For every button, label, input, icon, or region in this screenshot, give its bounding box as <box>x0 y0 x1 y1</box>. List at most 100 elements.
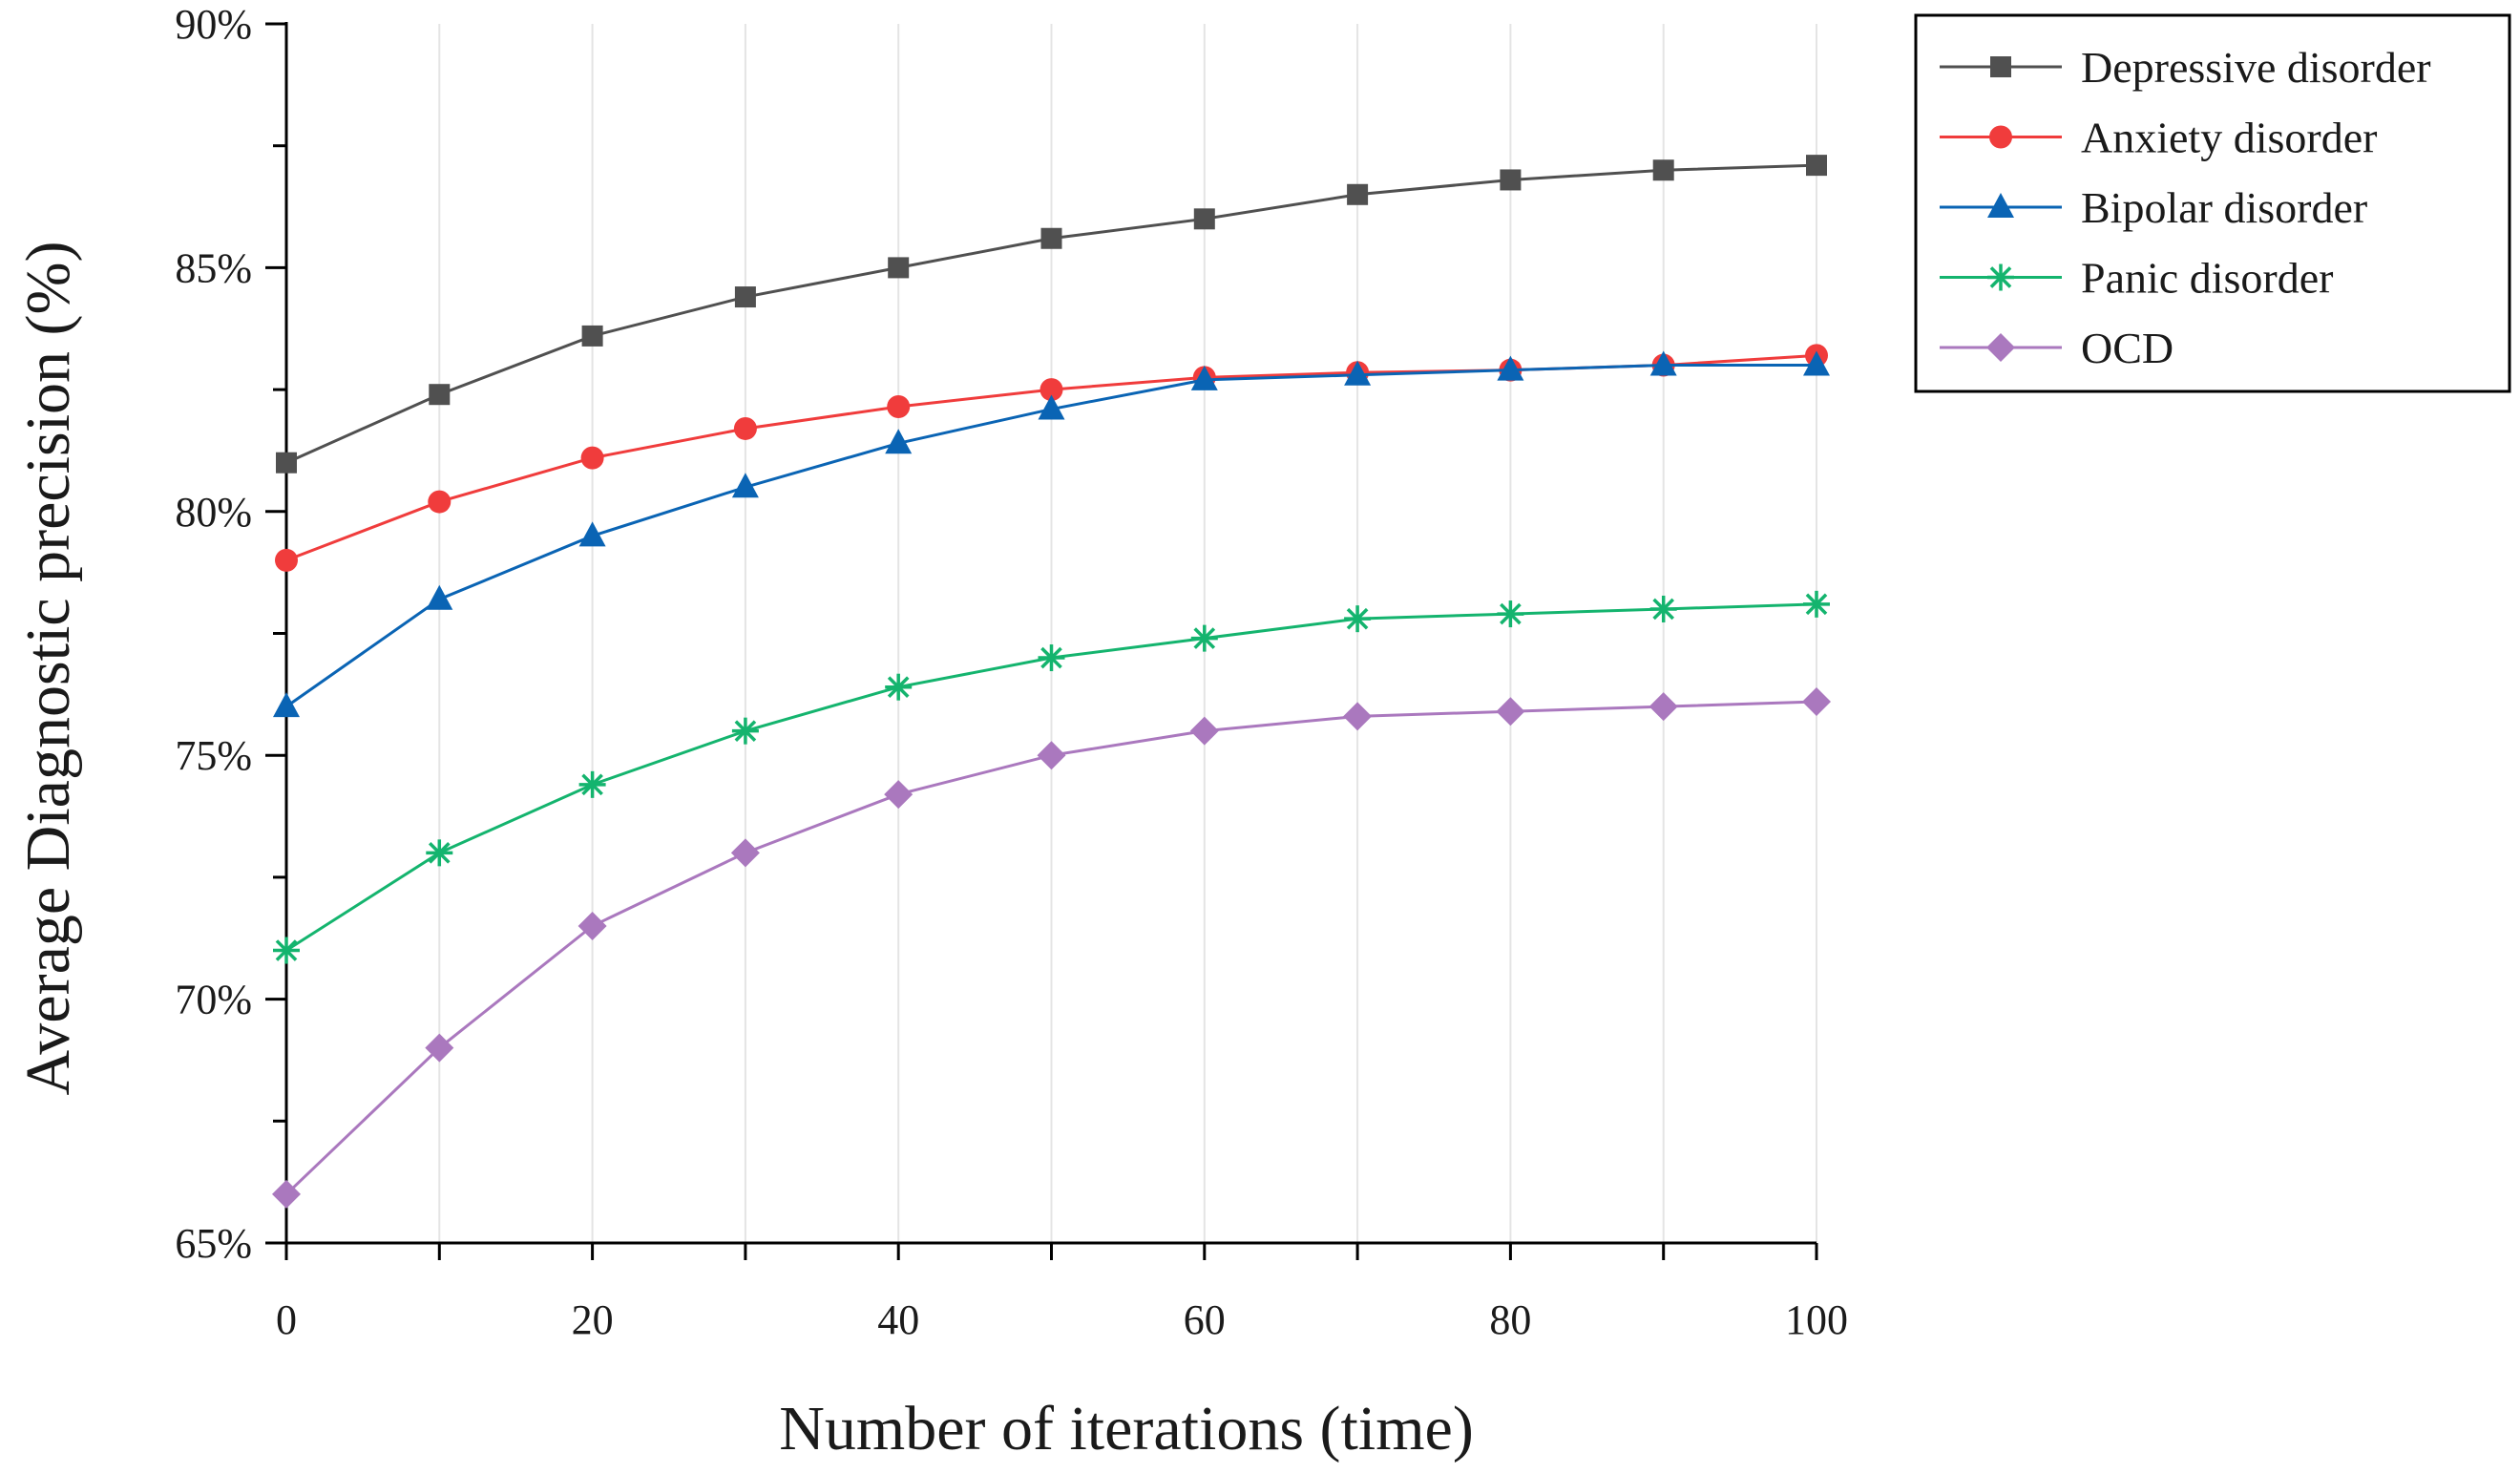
asterisk-stroke <box>1346 607 1369 630</box>
data-point-ocd <box>1343 702 1373 731</box>
triangle-marker-shape <box>1190 365 1218 390</box>
data-point-anxiety-disorder <box>580 446 604 470</box>
asterisk-stroke <box>1500 602 1522 625</box>
square-marker-shape <box>1193 208 1215 230</box>
data-point-ocd <box>1189 716 1219 746</box>
data-point-ocd <box>1648 692 1678 722</box>
square-marker-shape <box>1806 155 1827 177</box>
triangle-marker-shape <box>1038 394 1065 420</box>
data-point-bipolar-disorder <box>1344 360 1372 386</box>
data-point-depressive-disorder <box>429 384 451 406</box>
grid-lines <box>438 24 1817 1243</box>
triangle-marker-shape <box>1649 350 1677 376</box>
x-tick-label: 60 <box>1184 1296 1226 1343</box>
data-point-bipolar-disorder <box>273 692 300 718</box>
data-point-panic-disorder <box>1649 595 1677 622</box>
data-point-depressive-disorder <box>1193 208 1215 230</box>
square-marker-shape <box>888 257 910 279</box>
data-point-ocd <box>730 838 760 868</box>
data-point-ocd <box>578 911 607 940</box>
data-point-panic-disorder <box>1344 605 1372 633</box>
data-point-anxiety-disorder <box>428 490 452 514</box>
data-point-bipolar-disorder <box>1649 350 1677 376</box>
diamond-marker-shape <box>425 1033 454 1063</box>
data-point-panic-disorder <box>1190 624 1218 652</box>
triangle-marker-shape <box>578 521 606 547</box>
square-marker-shape <box>1500 169 1522 191</box>
data-point-panic-disorder <box>1803 590 1830 618</box>
circle-marker-shape <box>733 416 757 440</box>
data-point-depressive-disorder <box>888 257 910 279</box>
x-axis-title: Number of iterations (time) <box>779 1394 1474 1463</box>
legend-marker <box>1990 56 2011 77</box>
asterisk-stroke <box>1652 598 1675 621</box>
series-bipolar-disorder <box>273 350 1830 718</box>
diamond-marker-shape <box>1037 741 1066 770</box>
legend-item-ocd: OCD <box>1940 324 2174 372</box>
data-point-ocd <box>1802 687 1831 717</box>
square-marker-shape <box>581 325 603 347</box>
y-tick-label: 80% <box>175 489 252 536</box>
asterisk-stroke <box>581 773 603 796</box>
triangle-marker-shape <box>273 692 300 718</box>
legend-label: Anxiety disorder <box>2081 114 2377 162</box>
data-point-anxiety-disorder <box>275 548 298 572</box>
data-point-bipolar-disorder <box>1497 355 1524 381</box>
y-tick-label: 90% <box>175 1 252 48</box>
data-point-panic-disorder <box>731 717 759 745</box>
data-point-bipolar-disorder <box>426 584 453 610</box>
diamond-marker-shape <box>1496 697 1525 726</box>
square-marker-shape <box>1990 56 2011 77</box>
x-tick-label: 0 <box>276 1296 297 1343</box>
legend-marker <box>1989 125 2012 149</box>
diamond-marker-shape <box>1189 716 1219 746</box>
y-tick-label: 65% <box>175 1220 252 1267</box>
data-point-depressive-disorder <box>1652 159 1674 181</box>
legend-label: Depressive disorder <box>2081 43 2431 92</box>
square-marker-shape <box>1652 159 1674 181</box>
triangle-marker-shape <box>1987 193 2014 218</box>
data-point-depressive-disorder <box>1347 183 1369 205</box>
asterisk-stroke <box>1989 266 2012 288</box>
circle-marker-shape <box>275 548 298 572</box>
data-point-panic-disorder <box>273 937 300 964</box>
data-point-anxiety-disorder <box>887 394 911 418</box>
data-point-panic-disorder <box>1497 600 1524 628</box>
data-point-anxiety-disorder <box>733 416 757 440</box>
circle-marker-shape <box>580 446 604 470</box>
diamond-marker-shape <box>272 1179 301 1209</box>
legend-box <box>1914 13 2511 393</box>
asterisk-stroke <box>428 842 451 864</box>
legend: Depressive disorder Anxiety disorder Bipol… <box>1914 13 2511 393</box>
series-panic-disorder <box>273 590 1830 964</box>
data-point-bipolar-disorder <box>1190 365 1218 390</box>
legend-item-bipolar-disorder: Bipolar disorder <box>1940 183 2367 232</box>
data-point-bipolar-disorder <box>731 473 759 498</box>
data-point-bipolar-disorder <box>1038 394 1065 420</box>
triangle-marker-shape <box>1344 360 1372 386</box>
data-point-bipolar-disorder <box>578 521 606 547</box>
data-point-depressive-disorder <box>1040 227 1062 249</box>
circle-marker-shape <box>887 394 911 418</box>
triangle-marker-shape <box>426 584 453 610</box>
asterisk-stroke <box>1805 593 1828 616</box>
square-marker-shape <box>1347 183 1369 205</box>
series-group <box>272 155 1831 1209</box>
square-marker-shape <box>1040 227 1062 249</box>
diamond-marker-shape <box>578 911 607 940</box>
y-tick-label: 70% <box>175 977 252 1023</box>
diamond-marker-shape <box>1648 692 1678 722</box>
x-tick-label: 80 <box>1489 1296 1531 1343</box>
circle-marker-shape <box>1989 125 2012 149</box>
data-point-panic-disorder <box>578 770 606 798</box>
asterisk-stroke <box>275 939 298 961</box>
x-tick-label: 100 <box>1785 1296 1848 1343</box>
diamond-marker-shape <box>730 838 760 868</box>
legend-item-depressive-disorder: Depressive disorder <box>1940 43 2431 92</box>
data-point-anxiety-disorder <box>1040 378 1063 402</box>
data-point-ocd <box>1496 697 1525 726</box>
legend-item-panic-disorder: Panic disorder <box>1940 254 2333 303</box>
legend-label: OCD <box>2081 324 2174 372</box>
y-tick-label: 85% <box>175 244 252 291</box>
